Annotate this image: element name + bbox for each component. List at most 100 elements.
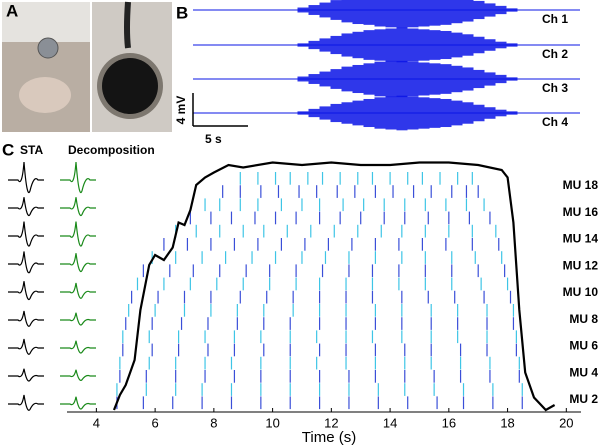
emg-envelope [319, 106, 331, 120]
x-tick-label: 12 [324, 415, 338, 430]
emg-envelope [363, 30, 375, 60]
emg-envelope [374, 97, 386, 129]
x-tick-label: 6 [151, 415, 158, 430]
emg-envelope [308, 40, 320, 50]
sta-waveform [8, 197, 44, 217]
emg-envelope [341, 33, 353, 57]
emg-envelope [440, 0, 452, 25]
emg-envelope [396, 27, 408, 63]
emg-envelope [407, 0, 419, 28]
sta-waveform [8, 161, 44, 193]
emg-envelope [506, 111, 518, 115]
decomposition-waveform [60, 161, 96, 193]
emg-envelope [473, 36, 485, 54]
emg-envelope [297, 43, 309, 47]
x-axis-label: Time (s) [302, 429, 356, 446]
mu-label: MU 8 [569, 312, 598, 326]
emg-envelope [396, 95, 408, 131]
decomposition-waveform [60, 221, 96, 247]
emg-envelope [385, 96, 397, 130]
column-header: STA [20, 143, 43, 157]
emg-envelope [418, 62, 430, 96]
sta-waveform [8, 368, 44, 382]
emg-envelope [462, 34, 474, 56]
emg-envelope [440, 30, 452, 60]
emg-envelope [330, 69, 342, 89]
decomposition-waveform [60, 253, 96, 273]
emg-envelope [308, 74, 320, 84]
x-tick-label: 16 [442, 415, 456, 430]
emg-envelope [374, 29, 386, 61]
decomposition-waveform [60, 340, 96, 354]
emg-envelope [297, 7, 309, 13]
channel-label: Ch 1 [542, 12, 568, 26]
emg-envelope [451, 100, 463, 126]
mu-label: MU 6 [569, 339, 598, 353]
mu-label: MU 4 [569, 365, 598, 379]
emg-envelope [341, 102, 353, 124]
mu-label: MU 2 [569, 392, 598, 406]
emg-envelope [308, 108, 320, 118]
emg-envelope [319, 38, 331, 52]
emg-envelope [506, 8, 518, 12]
mu-label: MU 14 [563, 232, 599, 246]
emg-envelope [451, 0, 463, 24]
emg-envelope [462, 67, 474, 91]
emg-envelope [363, 0, 375, 25]
emg-envelope [363, 98, 375, 128]
emg-envelope [440, 98, 452, 128]
emg-envelope [484, 3, 496, 17]
decomposition-waveform [60, 197, 96, 217]
channel-label: Ch 2 [542, 47, 568, 61]
emg-envelope [429, 98, 441, 128]
panel-label: A [6, 1, 18, 20]
sta-waveform [8, 338, 44, 355]
photo-electrode [37, 37, 59, 59]
sta-waveform [8, 251, 44, 274]
photo-sensor [102, 58, 158, 114]
panel-label: B [176, 3, 188, 22]
emg-envelope [385, 28, 397, 62]
emg-envelope [506, 43, 518, 47]
emg-envelope [297, 111, 309, 115]
emg-envelope [374, 0, 386, 27]
emg-envelope [484, 39, 496, 51]
decomposition-waveform [60, 396, 96, 410]
emg-envelope [396, 0, 408, 29]
emg-envelope [495, 74, 507, 84]
emg-envelope [462, 0, 474, 22]
emg-envelope [473, 104, 485, 122]
scale-label: 4 mV [174, 96, 188, 125]
emg-envelope [429, 0, 441, 26]
emg-envelope [352, 100, 364, 126]
emg-envelope [319, 71, 331, 87]
decomposition-waveform [60, 312, 96, 326]
mu-label: MU 16 [563, 205, 599, 219]
photo-panel [2, 1, 172, 132]
emg-envelope [440, 64, 452, 94]
sta-waveform [8, 221, 44, 247]
sta-waveform [8, 310, 44, 327]
mu-label: MU 12 [563, 258, 599, 272]
emg-envelope [385, 60, 397, 98]
emg-envelope [297, 76, 309, 82]
emg-envelope [308, 5, 320, 15]
emg-envelope [330, 0, 342, 20]
x-tick-label: 4 [93, 415, 100, 430]
panel-label: C [2, 140, 14, 159]
x-tick-label: 10 [265, 415, 279, 430]
emg-envelope [341, 66, 353, 92]
emg-envelope [495, 109, 507, 117]
photo-skin [19, 77, 71, 113]
mu-label: MU 18 [563, 178, 599, 192]
emg-envelope [385, 0, 397, 28]
emg-envelope [495, 41, 507, 49]
column-header: Decomposition [68, 143, 155, 157]
emg-envelope [484, 72, 496, 86]
x-tick-label: 20 [559, 415, 573, 430]
x-tick-label: 14 [383, 415, 397, 430]
channel-label: Ch 3 [542, 81, 568, 95]
emg-envelope [319, 2, 331, 18]
scale-label: 5 s [205, 132, 222, 146]
